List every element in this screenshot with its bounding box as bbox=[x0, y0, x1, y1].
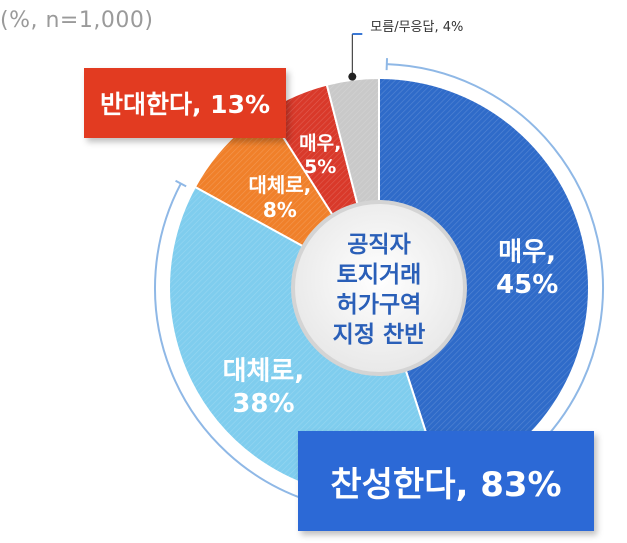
slice-label-2: 대체로, bbox=[248, 173, 311, 197]
slice-hatch-0 bbox=[379, 78, 590, 488]
sample-note: (%, n=1,000) bbox=[0, 8, 154, 33]
slice-labels: 매우,45%대체로,38%대체로,8%매우,5% bbox=[223, 132, 559, 419]
slice-label-3: 매우, bbox=[299, 132, 341, 154]
slice-hatch-1 bbox=[169, 186, 444, 498]
ring-end-tick-1 bbox=[175, 179, 187, 188]
oppose-total-box: 반대한다, 13% bbox=[84, 68, 286, 138]
unknown-callout: 모름/무응답, 4% bbox=[348, 20, 463, 81]
center-circle bbox=[291, 200, 467, 376]
center-label-line-2: 허가구역 bbox=[337, 292, 422, 318]
slice-value-2: 8% bbox=[263, 198, 297, 222]
slice-value-3: 5% bbox=[304, 156, 336, 178]
slice-label-1: 대체로, bbox=[223, 357, 305, 387]
slice-label-0: 매우, bbox=[498, 238, 556, 268]
center-label-line-1: 토지거래 bbox=[337, 262, 422, 288]
slice-value-1: 38% bbox=[232, 389, 294, 419]
callout-label: 모름/무응답, 4% bbox=[370, 20, 463, 35]
slice-value-0: 45% bbox=[496, 270, 558, 300]
support-total-box: 찬성한다, 83% bbox=[298, 431, 594, 531]
center-label-line-0: 공직자 bbox=[347, 232, 410, 258]
center-label-line-3: 지정 찬반 bbox=[333, 322, 426, 348]
